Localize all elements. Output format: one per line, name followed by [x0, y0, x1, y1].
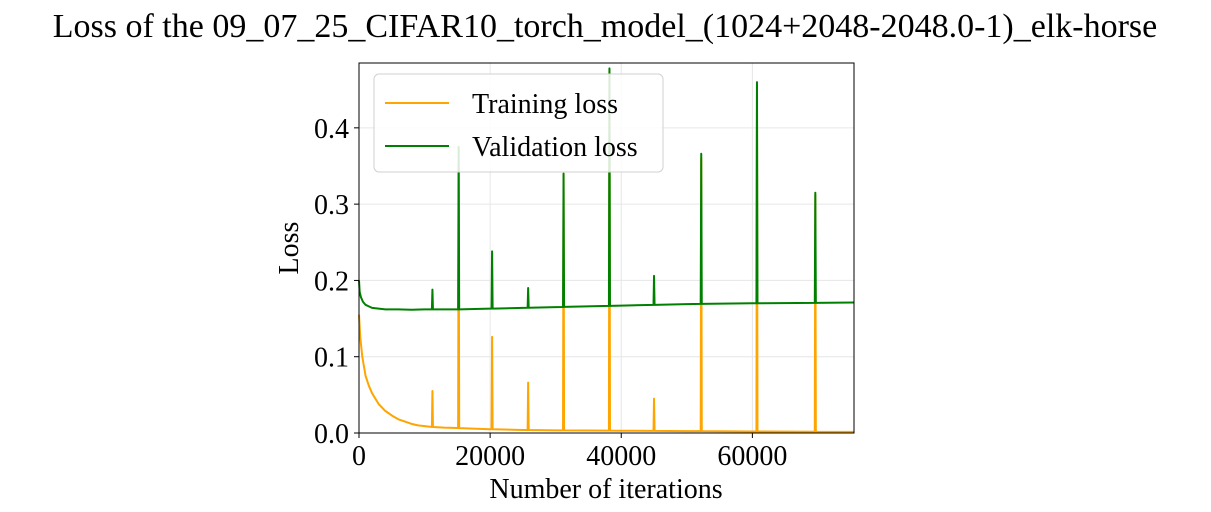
x-tick-label: 40000	[586, 441, 656, 472]
y-tick-label: 0.1	[314, 343, 349, 374]
x-axis-label: Number of iterations	[489, 474, 722, 505]
y-axis-ticks: 0.0 0.1 0.2 0.3 0.4	[314, 114, 359, 450]
legend: Training loss Validation loss	[373, 73, 664, 173]
series-line-validation	[358, 67, 855, 311]
chart-title: Loss of the 09_07_25_CIFAR10_torch_model…	[53, 8, 1158, 45]
x-tick-label: 20000	[455, 441, 525, 472]
legend-box	[373, 73, 664, 173]
series-layer	[358, 67, 855, 433]
x-tick-label: 60000	[717, 441, 787, 472]
y-axis-label: Loss	[274, 222, 305, 275]
legend-label-validation: Validation loss	[472, 132, 638, 163]
plot-frame	[358, 62, 855, 434]
x-tick-label: 0	[352, 441, 366, 472]
y-tick-label: 0.0	[314, 419, 349, 450]
y-tick-label: 0.2	[314, 266, 349, 297]
legend-label-training: Training loss	[472, 89, 618, 120]
y-tick-label: 0.4	[314, 114, 349, 145]
x-axis-ticks: 0 20000 40000 60000	[352, 433, 787, 472]
y-tick-label: 0.3	[314, 190, 349, 221]
